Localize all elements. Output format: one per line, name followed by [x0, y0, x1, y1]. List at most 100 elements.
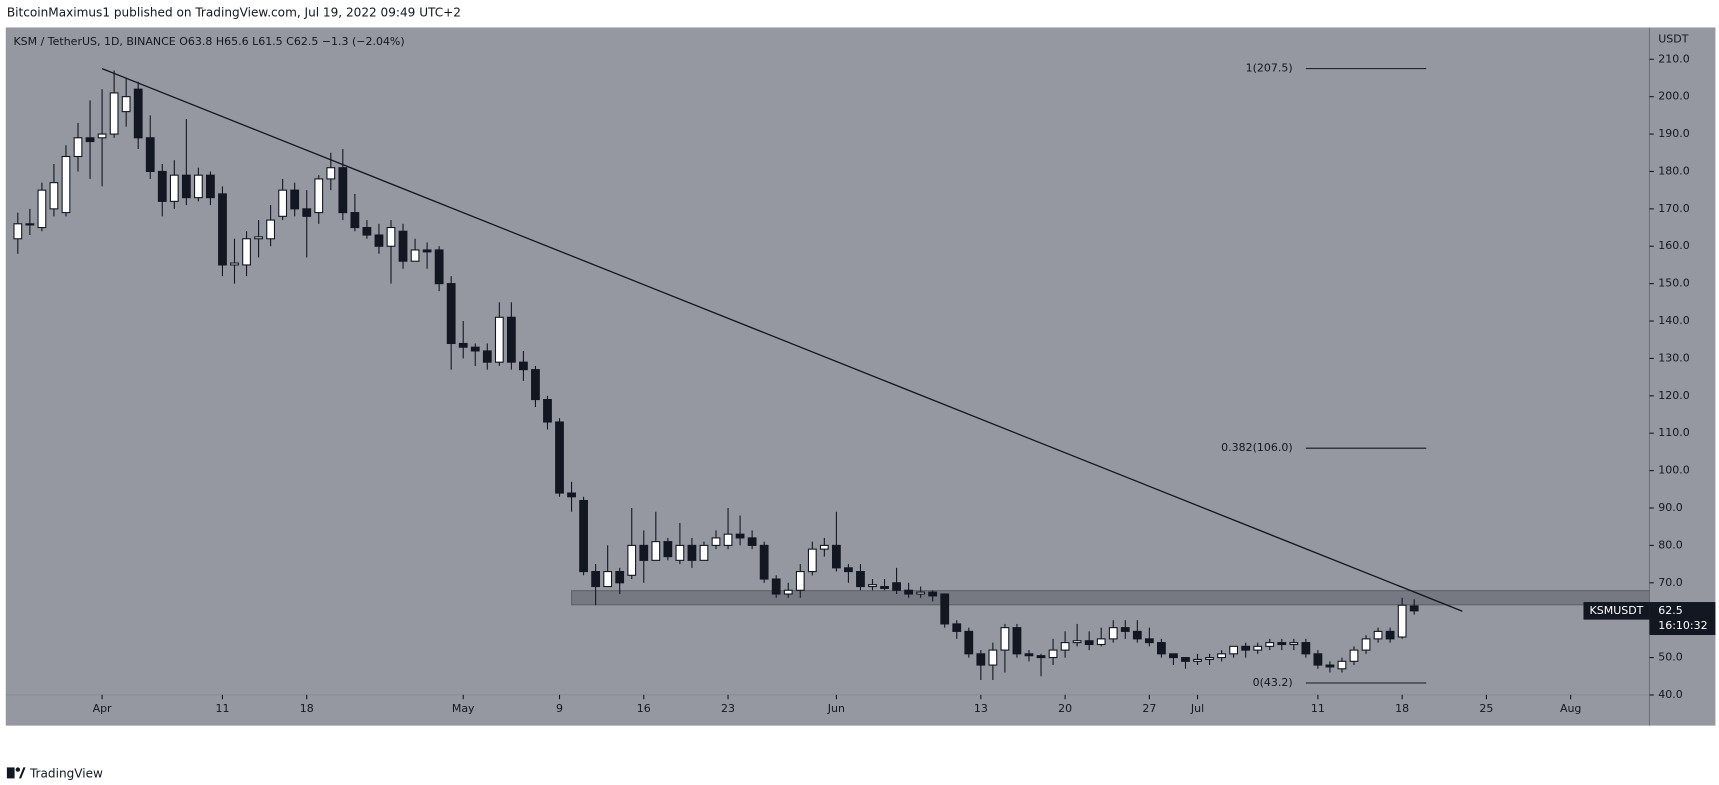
candle-body	[711, 537, 721, 546]
candle-body	[1241, 645, 1251, 651]
footer-logo	[6, 767, 26, 779]
price-tag	[1649, 602, 1716, 636]
candle-body	[374, 234, 384, 247]
y-tick-label: 100.0	[1658, 464, 1689, 477]
y-tick-label: 160.0	[1658, 239, 1689, 252]
candle-body	[1229, 645, 1239, 655]
legend-c: C	[286, 35, 294, 48]
candle-body	[543, 399, 552, 423]
candle-body	[1193, 658, 1202, 662]
candle-body	[109, 92, 119, 135]
legend-change: −1.3 (−2.04%)	[322, 35, 405, 48]
candle-body	[603, 571, 613, 588]
x-tick-label: 20	[1058, 702, 1072, 715]
candle-body	[1337, 660, 1347, 670]
y-tick-label: 120.0	[1658, 389, 1689, 402]
candle-body	[121, 96, 131, 113]
y-tick-label: 90.0	[1658, 501, 1682, 514]
candle-body	[759, 544, 769, 580]
candle-body	[410, 249, 420, 262]
candle-body	[771, 578, 781, 595]
y-tick-label: 180.0	[1658, 164, 1689, 177]
candle-body	[1289, 642, 1299, 646]
candle-body	[1048, 649, 1058, 659]
y-tick-label: 210.0	[1658, 52, 1689, 65]
candle-body	[1253, 645, 1263, 651]
candle-body	[13, 223, 23, 240]
fib-label: 0(43.2)	[1253, 676, 1293, 689]
candle-body	[1084, 640, 1094, 646]
candle-body	[266, 219, 276, 240]
candle-body	[1361, 638, 1371, 651]
fib-label: 1(207.5)	[1246, 62, 1293, 75]
candle-body	[1012, 627, 1022, 655]
candle-body	[1397, 604, 1407, 638]
symbol-tag	[1583, 602, 1650, 620]
candle-body	[1349, 649, 1359, 662]
candle-body	[242, 238, 251, 266]
candle-body	[386, 226, 396, 247]
candle-body	[290, 189, 300, 210]
y-tick-label: 40.0	[1658, 688, 1682, 701]
legend-low: 61.5	[258, 35, 282, 48]
candle-body	[795, 571, 805, 591]
candle-body	[314, 178, 324, 214]
candle-body	[916, 591, 926, 595]
candle-body	[988, 649, 998, 666]
candle-body	[904, 589, 914, 595]
y-tick-label: 110.0	[1658, 426, 1689, 439]
candle-body	[1313, 653, 1323, 666]
legend-high: 65.6	[224, 35, 248, 48]
candle-body	[470, 346, 480, 352]
candle-body	[819, 544, 829, 550]
candle-body	[494, 316, 504, 363]
candle-body	[133, 88, 143, 139]
candle-body	[844, 567, 853, 573]
legend-close: 62.5	[294, 35, 318, 48]
candle-body	[735, 533, 745, 539]
candle-body	[1325, 664, 1335, 668]
candle-body	[1120, 627, 1130, 632]
candle-body	[675, 544, 685, 561]
candle-body	[85, 137, 95, 143]
candle-body	[97, 133, 107, 139]
candle-body	[928, 591, 938, 597]
y-tick-label: 150.0	[1658, 277, 1689, 290]
candle-body	[519, 361, 528, 371]
candle-body	[531, 369, 540, 401]
candle-body	[567, 492, 576, 498]
x-tick-label: 18	[1395, 702, 1409, 715]
candle-body	[976, 653, 986, 666]
candle-body	[169, 174, 179, 202]
candle-body	[1217, 653, 1226, 659]
candle-body	[422, 249, 432, 253]
candle-body	[591, 571, 601, 588]
y-tick-label: 130.0	[1658, 351, 1689, 364]
candle-body	[218, 193, 227, 266]
candle-body	[278, 189, 288, 217]
candle-body	[1132, 630, 1142, 640]
candle-body	[326, 167, 336, 180]
y-tick-label: 190.0	[1658, 127, 1689, 140]
candle-body	[302, 208, 312, 217]
candle-body	[230, 262, 239, 266]
x-tick-label: 18	[300, 702, 314, 715]
y-tick-label: 140.0	[1658, 314, 1689, 327]
candle-body	[482, 350, 492, 363]
candle-body	[362, 226, 372, 236]
legend-open: 63.8	[188, 35, 212, 48]
x-tick-label: 11	[215, 702, 229, 715]
y-tick-label: 50.0	[1658, 651, 1682, 664]
x-tick-label: 23	[721, 702, 735, 715]
candle-body	[952, 623, 962, 632]
candle-body	[807, 548, 817, 573]
candle-body	[1096, 638, 1106, 646]
candle-body	[1373, 630, 1383, 640]
y-axis-label: USDT	[1658, 33, 1688, 46]
candle-body	[145, 137, 155, 173]
candle-body	[181, 174, 191, 199]
candle-body	[627, 544, 637, 576]
candle-body	[1385, 630, 1395, 640]
candle-body	[37, 189, 47, 229]
